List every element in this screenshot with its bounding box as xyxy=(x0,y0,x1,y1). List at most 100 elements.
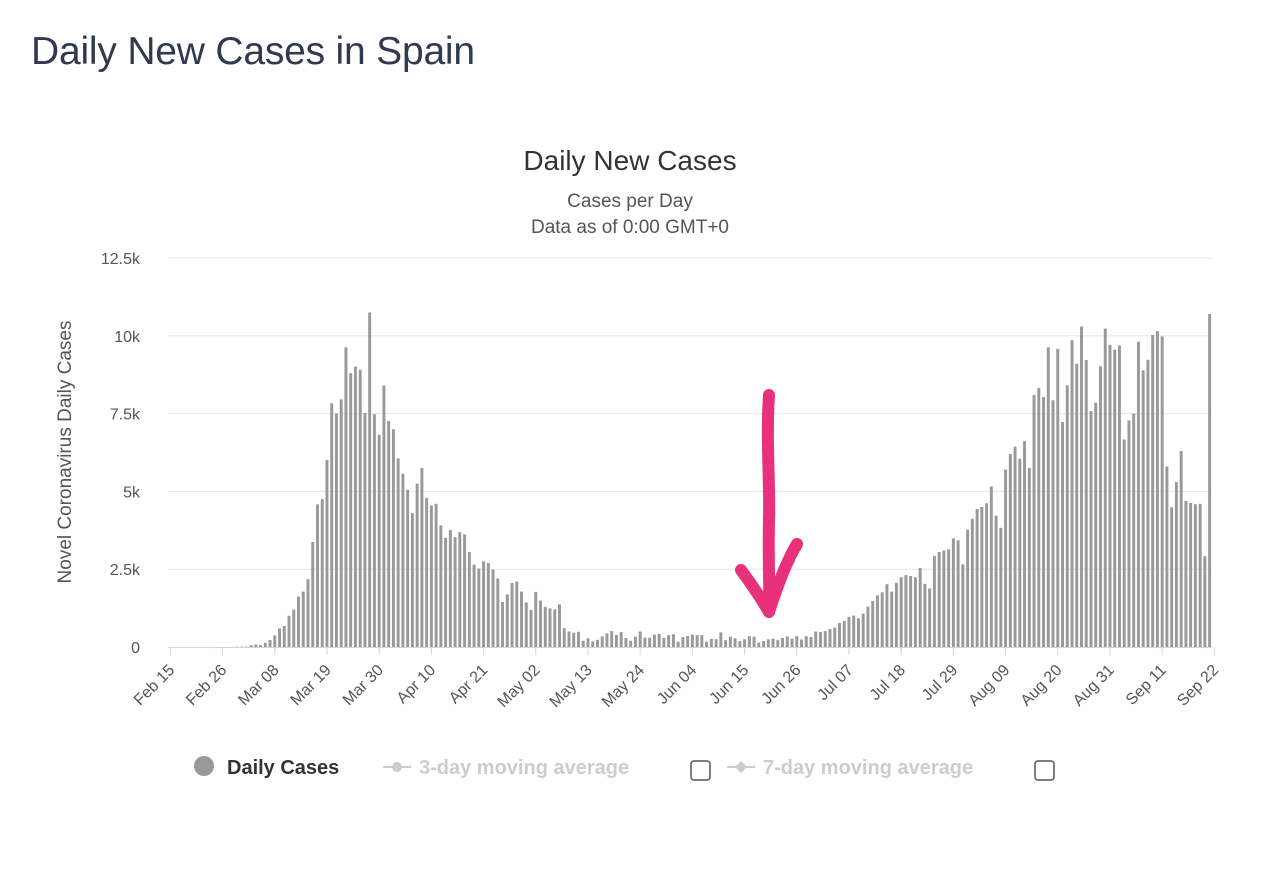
bar xyxy=(605,633,609,647)
bar xyxy=(733,638,737,647)
bar xyxy=(558,604,561,647)
bar xyxy=(1122,439,1126,647)
bar xyxy=(638,631,642,647)
legend-item-3-day-average[interactable]: 3-day moving average xyxy=(383,757,629,779)
legend: Daily Cases 3-day moving average 7-day m… xyxy=(194,756,1055,781)
bar xyxy=(1065,385,1069,647)
bar xyxy=(491,569,495,647)
bar xyxy=(467,552,471,647)
y-axis-title: Novel Coronavirus Daily Cases xyxy=(55,321,76,584)
bar xyxy=(667,635,671,647)
bar xyxy=(648,637,652,647)
legend-label-3-day-average: 3-day moving average xyxy=(419,757,629,779)
bar xyxy=(652,634,656,647)
bar xyxy=(1018,458,1022,647)
bar xyxy=(852,615,856,647)
bar xyxy=(1189,502,1193,647)
bar xyxy=(1117,345,1121,647)
bar xyxy=(695,635,699,647)
bar xyxy=(686,636,690,647)
bar xyxy=(1160,336,1164,647)
bar xyxy=(989,486,993,647)
bar xyxy=(681,637,685,647)
bar xyxy=(842,620,846,647)
checkbox-7-day-average[interactable] xyxy=(1034,760,1055,781)
bar xyxy=(1032,394,1036,647)
bar xyxy=(448,529,452,647)
bar xyxy=(434,503,438,647)
x-tick-label: Jul 18 xyxy=(867,662,909,704)
bar xyxy=(1056,348,1060,647)
bar xyxy=(1023,440,1027,647)
bar xyxy=(1179,450,1183,647)
bar xyxy=(1146,359,1150,647)
bar xyxy=(662,637,666,647)
bar xyxy=(572,632,576,647)
bar xyxy=(391,429,395,647)
x-tick-label: Jul 07 xyxy=(815,662,857,704)
bar xyxy=(282,625,286,647)
legend-label-7-day-average: 7-day moving average xyxy=(763,757,973,779)
bar xyxy=(1174,482,1178,647)
x-tick-label: Jun 26 xyxy=(759,662,805,708)
bar xyxy=(1004,469,1008,647)
bar xyxy=(330,403,334,647)
bar xyxy=(349,373,353,647)
bar xyxy=(1203,556,1207,647)
bar xyxy=(890,591,894,647)
bar xyxy=(823,631,827,647)
bar xyxy=(904,575,908,647)
bar xyxy=(985,503,989,647)
bar xyxy=(752,636,756,647)
y-tick-label: 5k xyxy=(123,484,141,501)
bar xyxy=(1027,468,1031,647)
bar xyxy=(1084,360,1088,647)
bar xyxy=(368,312,372,647)
bar xyxy=(1061,422,1064,647)
bar xyxy=(372,414,376,647)
bar xyxy=(515,581,519,647)
x-tick-label: May 24 xyxy=(599,662,648,711)
bar xyxy=(728,636,732,647)
bar xyxy=(410,513,414,647)
bar xyxy=(1113,349,1117,647)
bar xyxy=(1108,344,1112,647)
bar xyxy=(254,644,258,647)
bar xyxy=(520,591,524,647)
bar xyxy=(510,582,514,647)
bar xyxy=(1037,388,1041,647)
legend-item-daily-cases[interactable]: Daily Cases xyxy=(194,756,339,779)
bar xyxy=(766,639,770,647)
bar xyxy=(1136,341,1140,647)
x-tick-label: Apr 21 xyxy=(446,662,491,707)
bar xyxy=(297,596,300,647)
chart-title: Daily New Cases xyxy=(523,145,736,176)
bar xyxy=(762,641,766,647)
page-title: Daily New Cases in Spain xyxy=(31,30,475,73)
arrow-shaft xyxy=(761,389,776,618)
x-tick-label: Apr 10 xyxy=(394,662,439,707)
bar xyxy=(633,636,637,647)
bar xyxy=(705,641,709,647)
bar xyxy=(363,412,367,647)
legend-item-7-day-average[interactable]: 7-day moving average xyxy=(727,757,973,779)
bar xyxy=(757,642,761,647)
bar xyxy=(1051,400,1055,647)
bar xyxy=(885,584,889,647)
bar xyxy=(496,578,500,647)
bar xyxy=(999,527,1003,647)
bar xyxy=(866,606,870,647)
bar xyxy=(861,613,865,647)
bar xyxy=(614,634,618,647)
bar xyxy=(994,515,998,647)
bar xyxy=(980,506,984,647)
bar xyxy=(1198,503,1202,647)
checkbox-3-day-average[interactable] xyxy=(690,760,711,781)
bar xyxy=(406,489,410,647)
bar xyxy=(838,623,841,647)
bar xyxy=(1042,397,1046,647)
bar xyxy=(790,638,794,647)
x-tick-label: Jun 15 xyxy=(706,662,752,708)
bar xyxy=(951,538,955,647)
bar xyxy=(548,608,552,647)
